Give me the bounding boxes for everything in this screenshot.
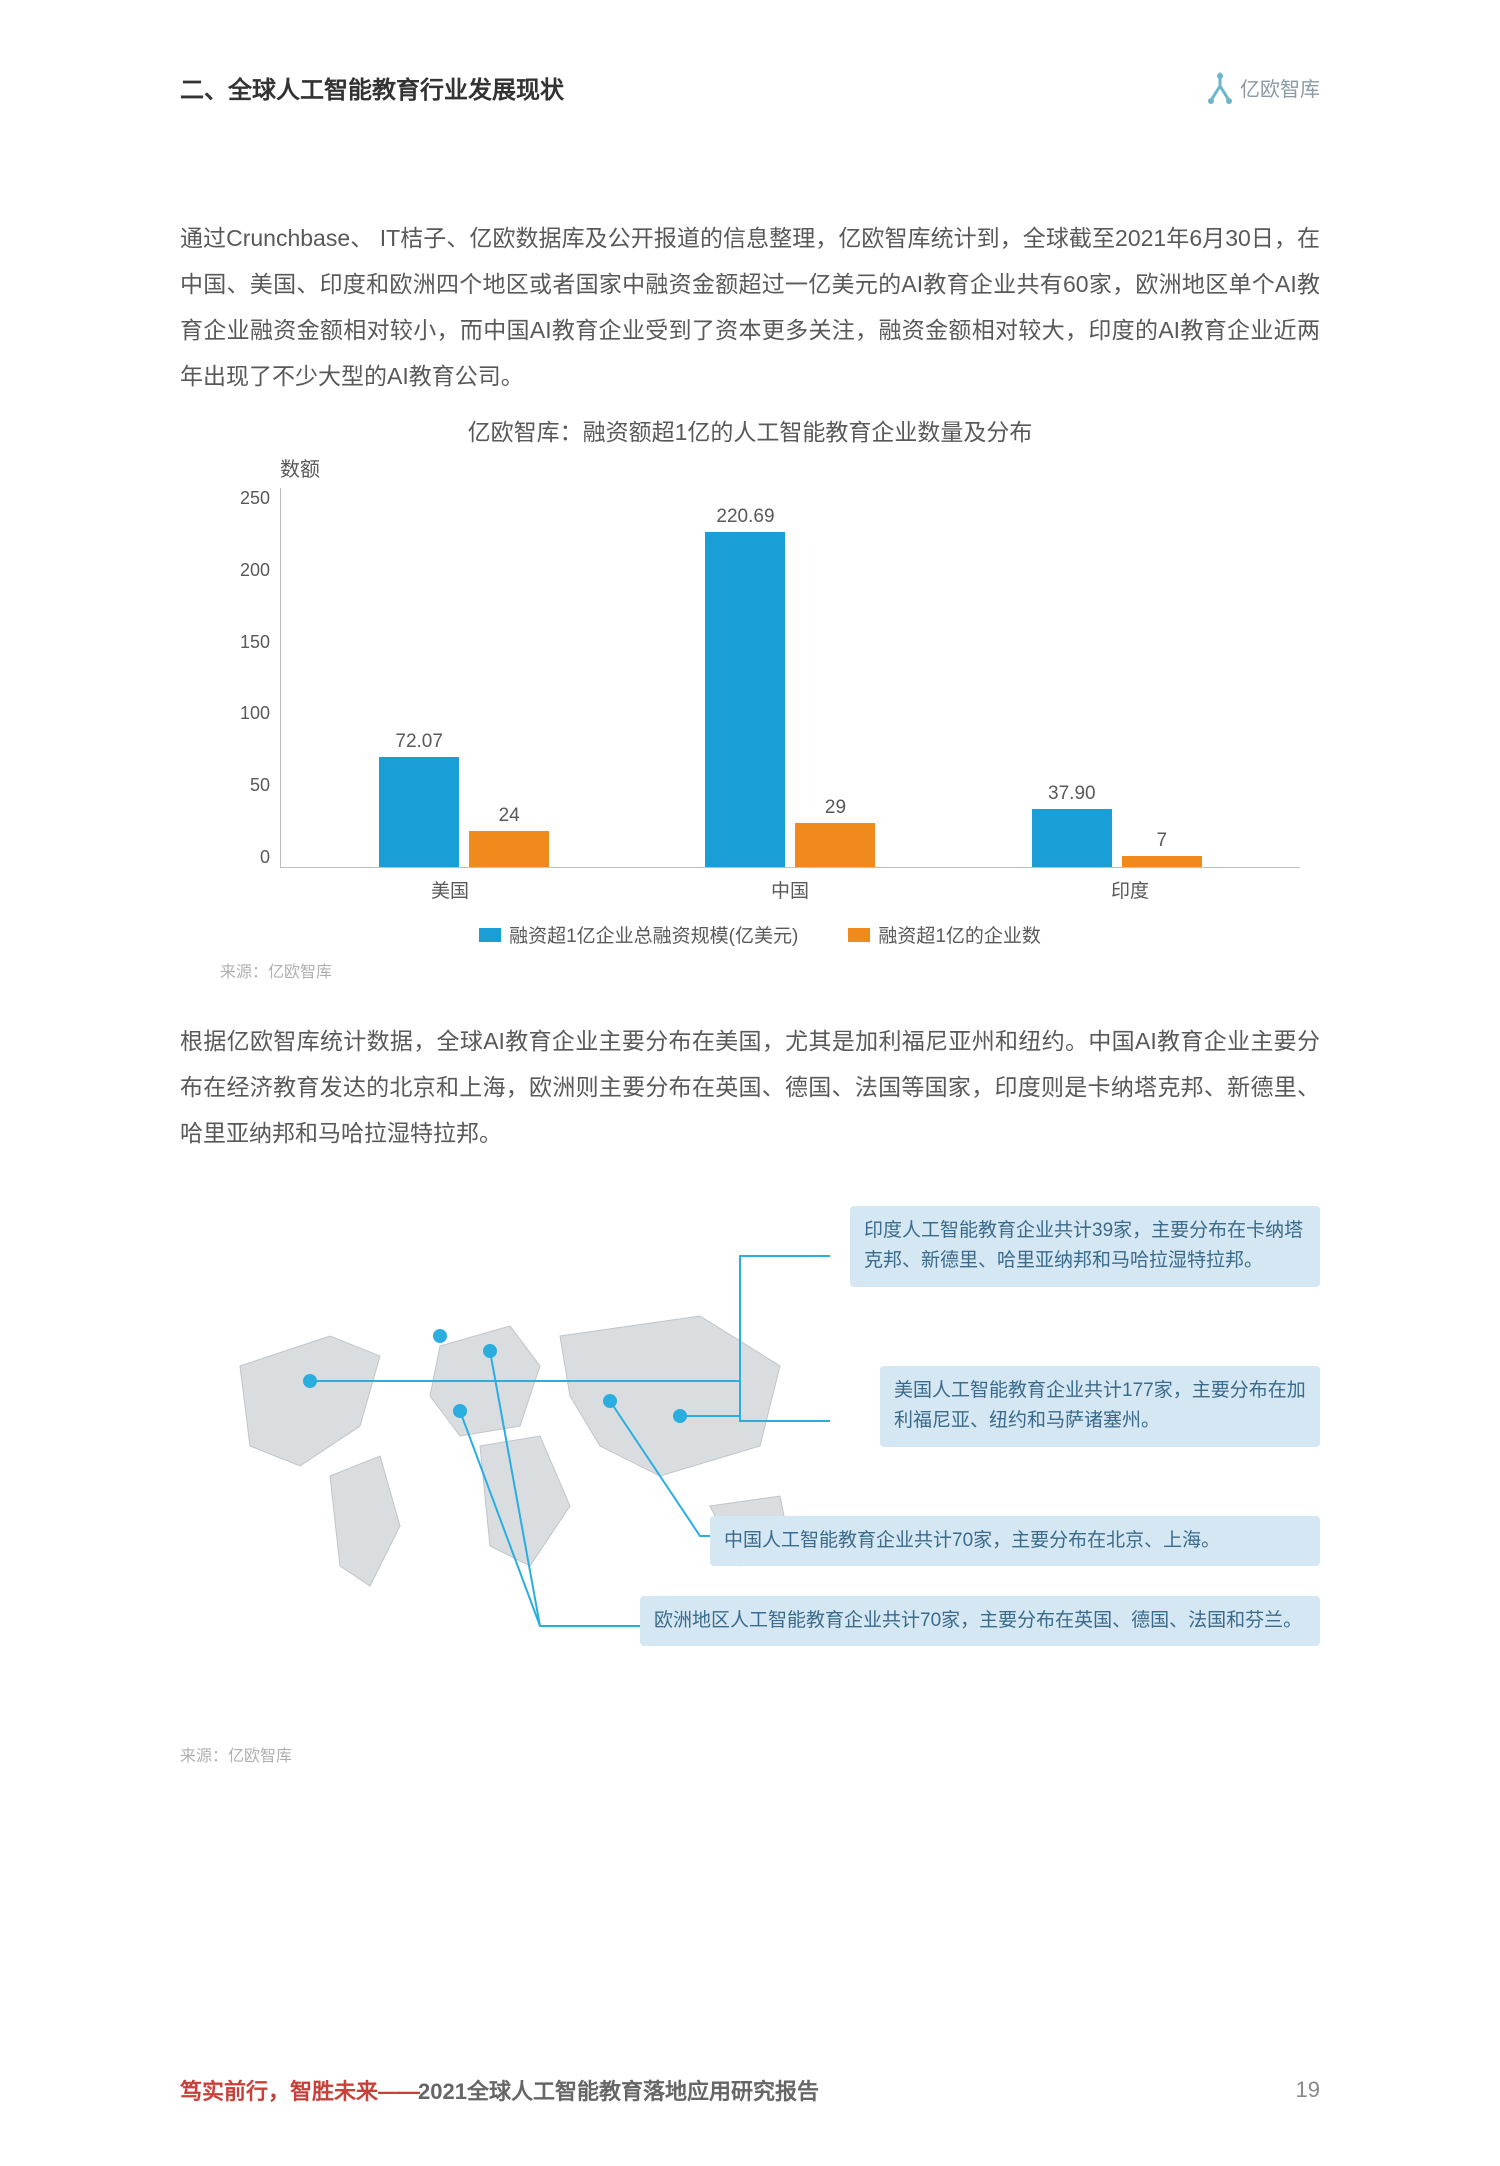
page-footer: 笃实前行，智胜未来——2021全球人工智能教育落地应用研究报告 19 (0, 2074, 1500, 2106)
callout-india: 印度人工智能教育企业共计39家，主要分布在卡纳塔克邦、新德里、哈里亚纳邦和马哈拉… (850, 1206, 1320, 1287)
legend-label: 融资超1亿企业总融资规模(亿美元) (509, 921, 798, 948)
legend-label: 融资超1亿的企业数 (878, 921, 1041, 948)
legend-swatch (848, 928, 870, 942)
legend-item: 融资超1亿企业总融资规模(亿美元) (479, 921, 798, 948)
y-tick: 50 (250, 775, 270, 796)
bar-value-label: 220.69 (716, 506, 774, 528)
callout-usa: 美国人工智能教育企业共计177家，主要分布在加利福尼亚、纽约和马萨诸塞州。 (880, 1366, 1320, 1447)
chart-legend: 融资超1亿企业总融资规模(亿美元) 融资超1亿的企业数 (220, 921, 1300, 948)
y-axis-label: 数额 (280, 453, 1300, 482)
y-axis: 250 200 150 100 50 0 (220, 488, 280, 868)
footer-report-name: 2021全球人工智能教育落地应用研究报告 (418, 2079, 819, 2104)
bar (795, 823, 875, 867)
bar-column: 24 (464, 488, 554, 867)
bar-column: 72.07 (374, 488, 464, 867)
logo-text: 亿欧智库 (1240, 73, 1320, 102)
bar-group: 72.07 24 (301, 488, 627, 867)
bar-column: 7 (1117, 488, 1207, 867)
bar-value-label: 37.90 (1048, 783, 1096, 805)
bar-value-label: 7 (1157, 830, 1168, 852)
bar-column: 29 (790, 488, 880, 867)
bar-chart: 数额 250200150100500 72.0724220.692937.907… (180, 453, 1320, 982)
x-axis: 美国中国印度 (280, 868, 1300, 903)
bar (1122, 856, 1202, 867)
bar-value-label: 29 (825, 797, 846, 819)
y-tick: 200 (240, 560, 270, 581)
bar-group: 220.69 29 (627, 488, 953, 867)
bar (379, 757, 459, 867)
page-number: 19 (1296, 2077, 1320, 2103)
section-title: 二、全球人工智能教育行业发展现状 (180, 70, 564, 105)
brand-logo: 亿欧智库 (1206, 72, 1320, 104)
chart-source: 来源：亿欧智库 (220, 958, 1300, 982)
x-tick: 印度 (960, 876, 1300, 903)
map-source: 来源：亿欧智库 (180, 1742, 292, 1766)
paragraph-2: 根据亿欧智库统计数据，全球AI教育企业主要分布在美国，尤其是加利福尼亚州和纽约。… (180, 1018, 1320, 1156)
world-map-infographic: 印度人工智能教育企业共计39家，主要分布在卡纳塔克邦、新德里、哈里亚纳邦和马哈拉… (180, 1186, 1320, 1746)
y-tick: 150 (240, 632, 270, 653)
footer-slogan: 笃实前行，智胜未来 (180, 2079, 378, 2104)
y-tick: 0 (260, 847, 270, 868)
callout-china: 中国人工智能教育企业共计70家，主要分布在北京、上海。 (710, 1516, 1320, 1566)
bar-column: 37.90 (1027, 488, 1117, 867)
bar-value-label: 24 (499, 805, 520, 827)
legend-swatch (479, 928, 501, 942)
y-tick: 250 (240, 488, 270, 509)
paragraph-1: 通过Crunchbase、 IT桔子、亿欧数据库及公开报道的信息整理，亿欧智库统… (180, 215, 1320, 399)
x-tick: 美国 (280, 876, 620, 903)
y-tick: 100 (240, 703, 270, 724)
legend-item: 融资超1亿的企业数 (848, 921, 1041, 948)
bar-column: 220.69 (700, 488, 790, 867)
bar (1032, 809, 1112, 867)
logo-icon (1206, 72, 1234, 104)
bar-group: 37.90 7 (954, 488, 1280, 867)
plot-area: 72.07 24 220.69 29 37.90 7 (280, 488, 1300, 868)
bar (469, 831, 549, 867)
chart-title: 亿欧智库：融资额超1亿的人工智能教育企业数量及分布 (180, 413, 1320, 447)
bar (705, 532, 785, 867)
callout-europe: 欧洲地区人工智能教育企业共计70家，主要分布在英国、德国、法国和芬兰。 (640, 1596, 1320, 1646)
bar-value-label: 72.07 (395, 731, 443, 753)
x-tick: 中国 (620, 876, 960, 903)
